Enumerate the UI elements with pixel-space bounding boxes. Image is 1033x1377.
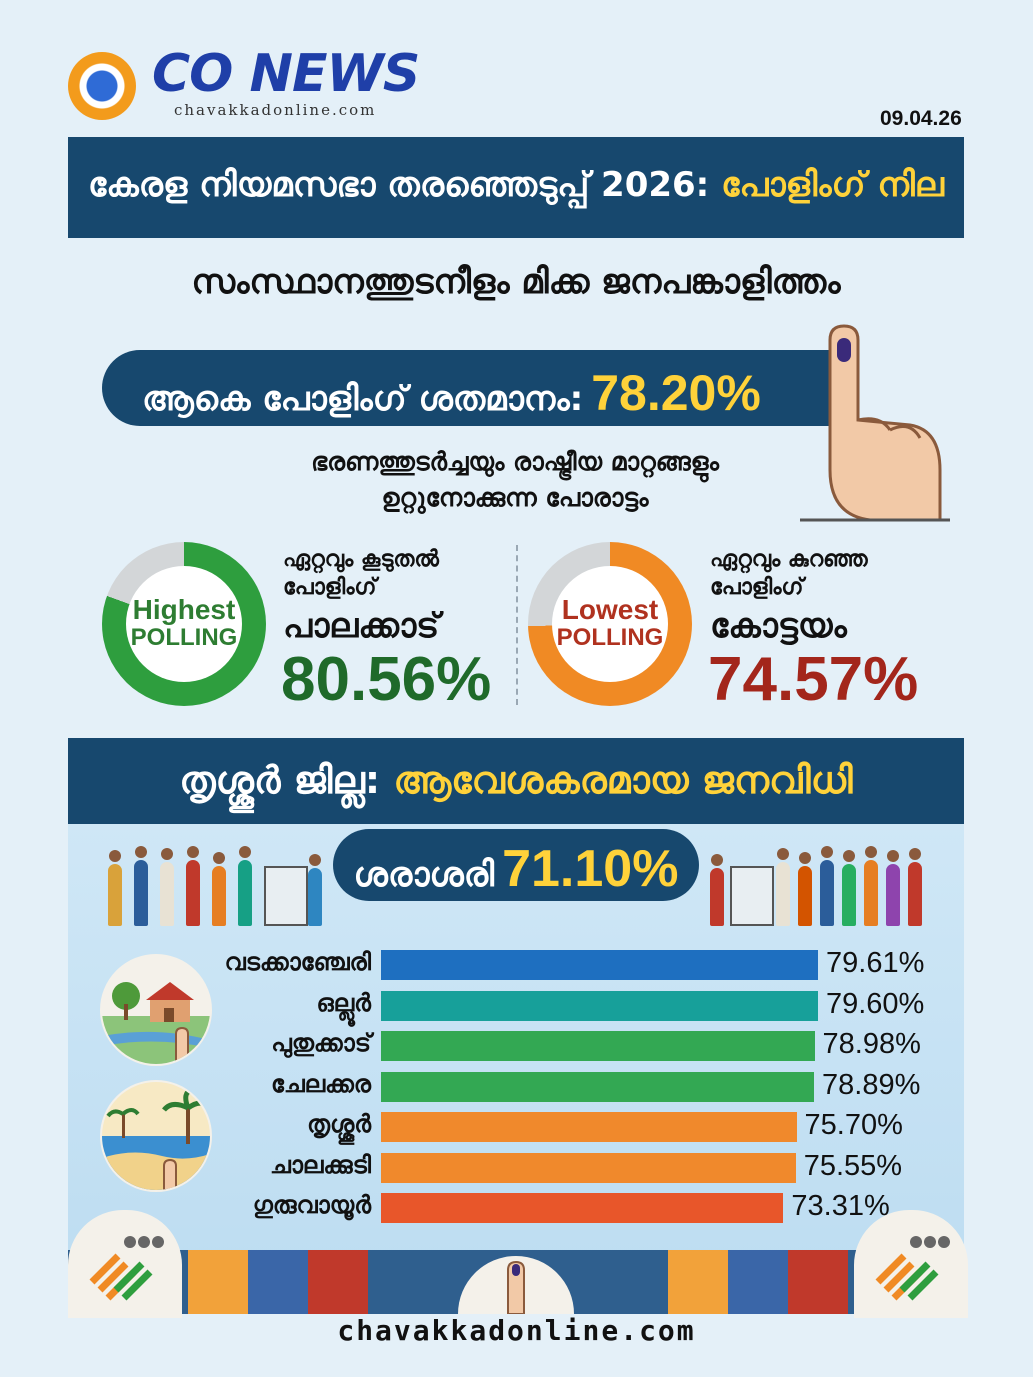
footer-site: chavakkadonline.com xyxy=(337,1314,696,1347)
brand-name: CO NEWS xyxy=(152,44,420,104)
headline: കേരള നിയമസഭാ തരഞ്ഞെടുപ്പ് 2026: പോളിംഗ് … xyxy=(68,165,964,205)
bar xyxy=(381,1152,796,1183)
beach-scene-icon xyxy=(100,1080,212,1192)
inked-finger-icon xyxy=(800,324,950,522)
average-label: ശരാശരി xyxy=(353,855,495,895)
donut-center: Lowest POLLING xyxy=(552,566,668,682)
donut-center: Highest POLLING xyxy=(126,566,242,682)
bar xyxy=(381,990,818,1021)
election-commission-emblem-right-icon xyxy=(854,1210,968,1318)
district-name: തൃശ്ശൂർ ജില്ല: xyxy=(179,758,381,802)
bar-value-label: 79.61% xyxy=(826,947,925,979)
voters-queue-right-icon xyxy=(708,846,928,926)
bar-label: ചേലക്കര xyxy=(271,1069,371,1098)
bar xyxy=(381,950,818,980)
highest-value: 80.56% xyxy=(281,645,492,714)
total-polling-pill: ആകെ പോളിംഗ് ശതമാനം: 78.20% xyxy=(102,350,842,426)
lowest-label: ഏറ്റവും കുറഞ്ഞ പോളിംഗ് xyxy=(710,547,868,600)
bar-label: ചാലക്കുടി xyxy=(269,1150,371,1179)
tagline-line2: ഉറ്റുനോക്കുന്ന പോരാട്ടം xyxy=(381,483,649,512)
bar-label: വടക്കാഞ്ചേരി xyxy=(224,948,371,976)
total-value: 78.20% xyxy=(591,365,761,421)
decorative-strip xyxy=(68,1250,964,1314)
headline-highlight: പോളിംഗ് നില xyxy=(721,165,944,205)
bar xyxy=(381,1193,784,1223)
bar-value-label: 78.98% xyxy=(822,1028,921,1060)
voters-queue-left-icon xyxy=(104,846,324,926)
highest-place: പാലക്കാട് xyxy=(283,606,440,646)
bar-label: ഗുരുവായൂർ xyxy=(252,1191,371,1219)
lowest-polling-donut: Lowest POLLING xyxy=(528,542,692,706)
bar xyxy=(381,1031,815,1061)
lowest-badge-label: Lowest POLLING xyxy=(556,594,664,652)
bar-label: തൃശ്ശൂർ xyxy=(307,1110,371,1138)
bar xyxy=(381,1112,797,1142)
divider xyxy=(516,545,518,705)
lowest-place: കോട്ടയം xyxy=(710,606,847,646)
date: 09.04.26 xyxy=(880,107,962,130)
village-scene-icon xyxy=(100,954,212,1066)
subheadline: സംസ്ഥാനത്തുടനീളം മിക്ക ജനപങ്കാളിത്തം xyxy=(191,262,841,302)
bar-value-label: 73.31% xyxy=(791,1190,890,1222)
bar-label: ഒല്ലൂർ xyxy=(316,988,371,1017)
bar-value-label: 75.70% xyxy=(804,1109,903,1141)
highest-label: ഏറ്റവും കൂടുതൽ പോളിംഗ് xyxy=(283,547,439,600)
total-polling: ആകെ പോളിംഗ് ശതമാനം: 78.20% xyxy=(142,364,761,422)
bar-value-label: 79.60% xyxy=(825,987,925,1020)
headline-main: കേരള നിയമസഭാ തരഞ്ഞെടുപ്പ് 2026: xyxy=(88,165,710,205)
bar-value-label: 78.89% xyxy=(822,1068,921,1101)
bar-value-label: 75.55% xyxy=(803,1149,903,1182)
bar xyxy=(381,1071,815,1102)
district-band: തൃശ്ശൂർ ജില്ല: ആവേശകരമായ ജനവിധി xyxy=(68,738,964,824)
election-commission-emblem-left-icon xyxy=(68,1210,182,1318)
tagline: ഭരണത്തുടർച്ചയും രാഷ്ട്രീയ മാറ്റങ്ങളും ഉറ… xyxy=(200,444,830,516)
district-highlight: ആവേശകരമായ ജനവിധി xyxy=(393,758,853,802)
brand-site: chavakkadonline.com xyxy=(174,101,377,119)
highest-badge-label: Highest POLLING xyxy=(130,594,238,652)
highest-polling-donut: Highest POLLING xyxy=(102,542,266,706)
brand-logo-icon xyxy=(68,52,136,120)
lowest-value: 74.57% xyxy=(708,645,919,714)
tagline-line1: ഭരണത്തുടർച്ചയും രാഷ്ട്രീയ മാറ്റങ്ങളും xyxy=(311,447,719,476)
average-pill: ശരാശരി 71.10% xyxy=(333,829,699,901)
district-title: തൃശ്ശൂർ ജില്ല: ആവേശകരമായ ജനവിധി xyxy=(68,758,964,803)
total-label: ആകെ പോളിംഗ് ശതമാനം: xyxy=(142,379,584,419)
average-value: 71.10% xyxy=(502,840,679,898)
average: ശരാശരി 71.10% xyxy=(333,839,699,899)
bar-label: പുതുക്കാട് xyxy=(271,1029,371,1057)
headline-band: കേരള നിയമസഭാ തരഞ്ഞെടുപ്പ് 2026: പോളിംഗ് … xyxy=(68,137,964,238)
